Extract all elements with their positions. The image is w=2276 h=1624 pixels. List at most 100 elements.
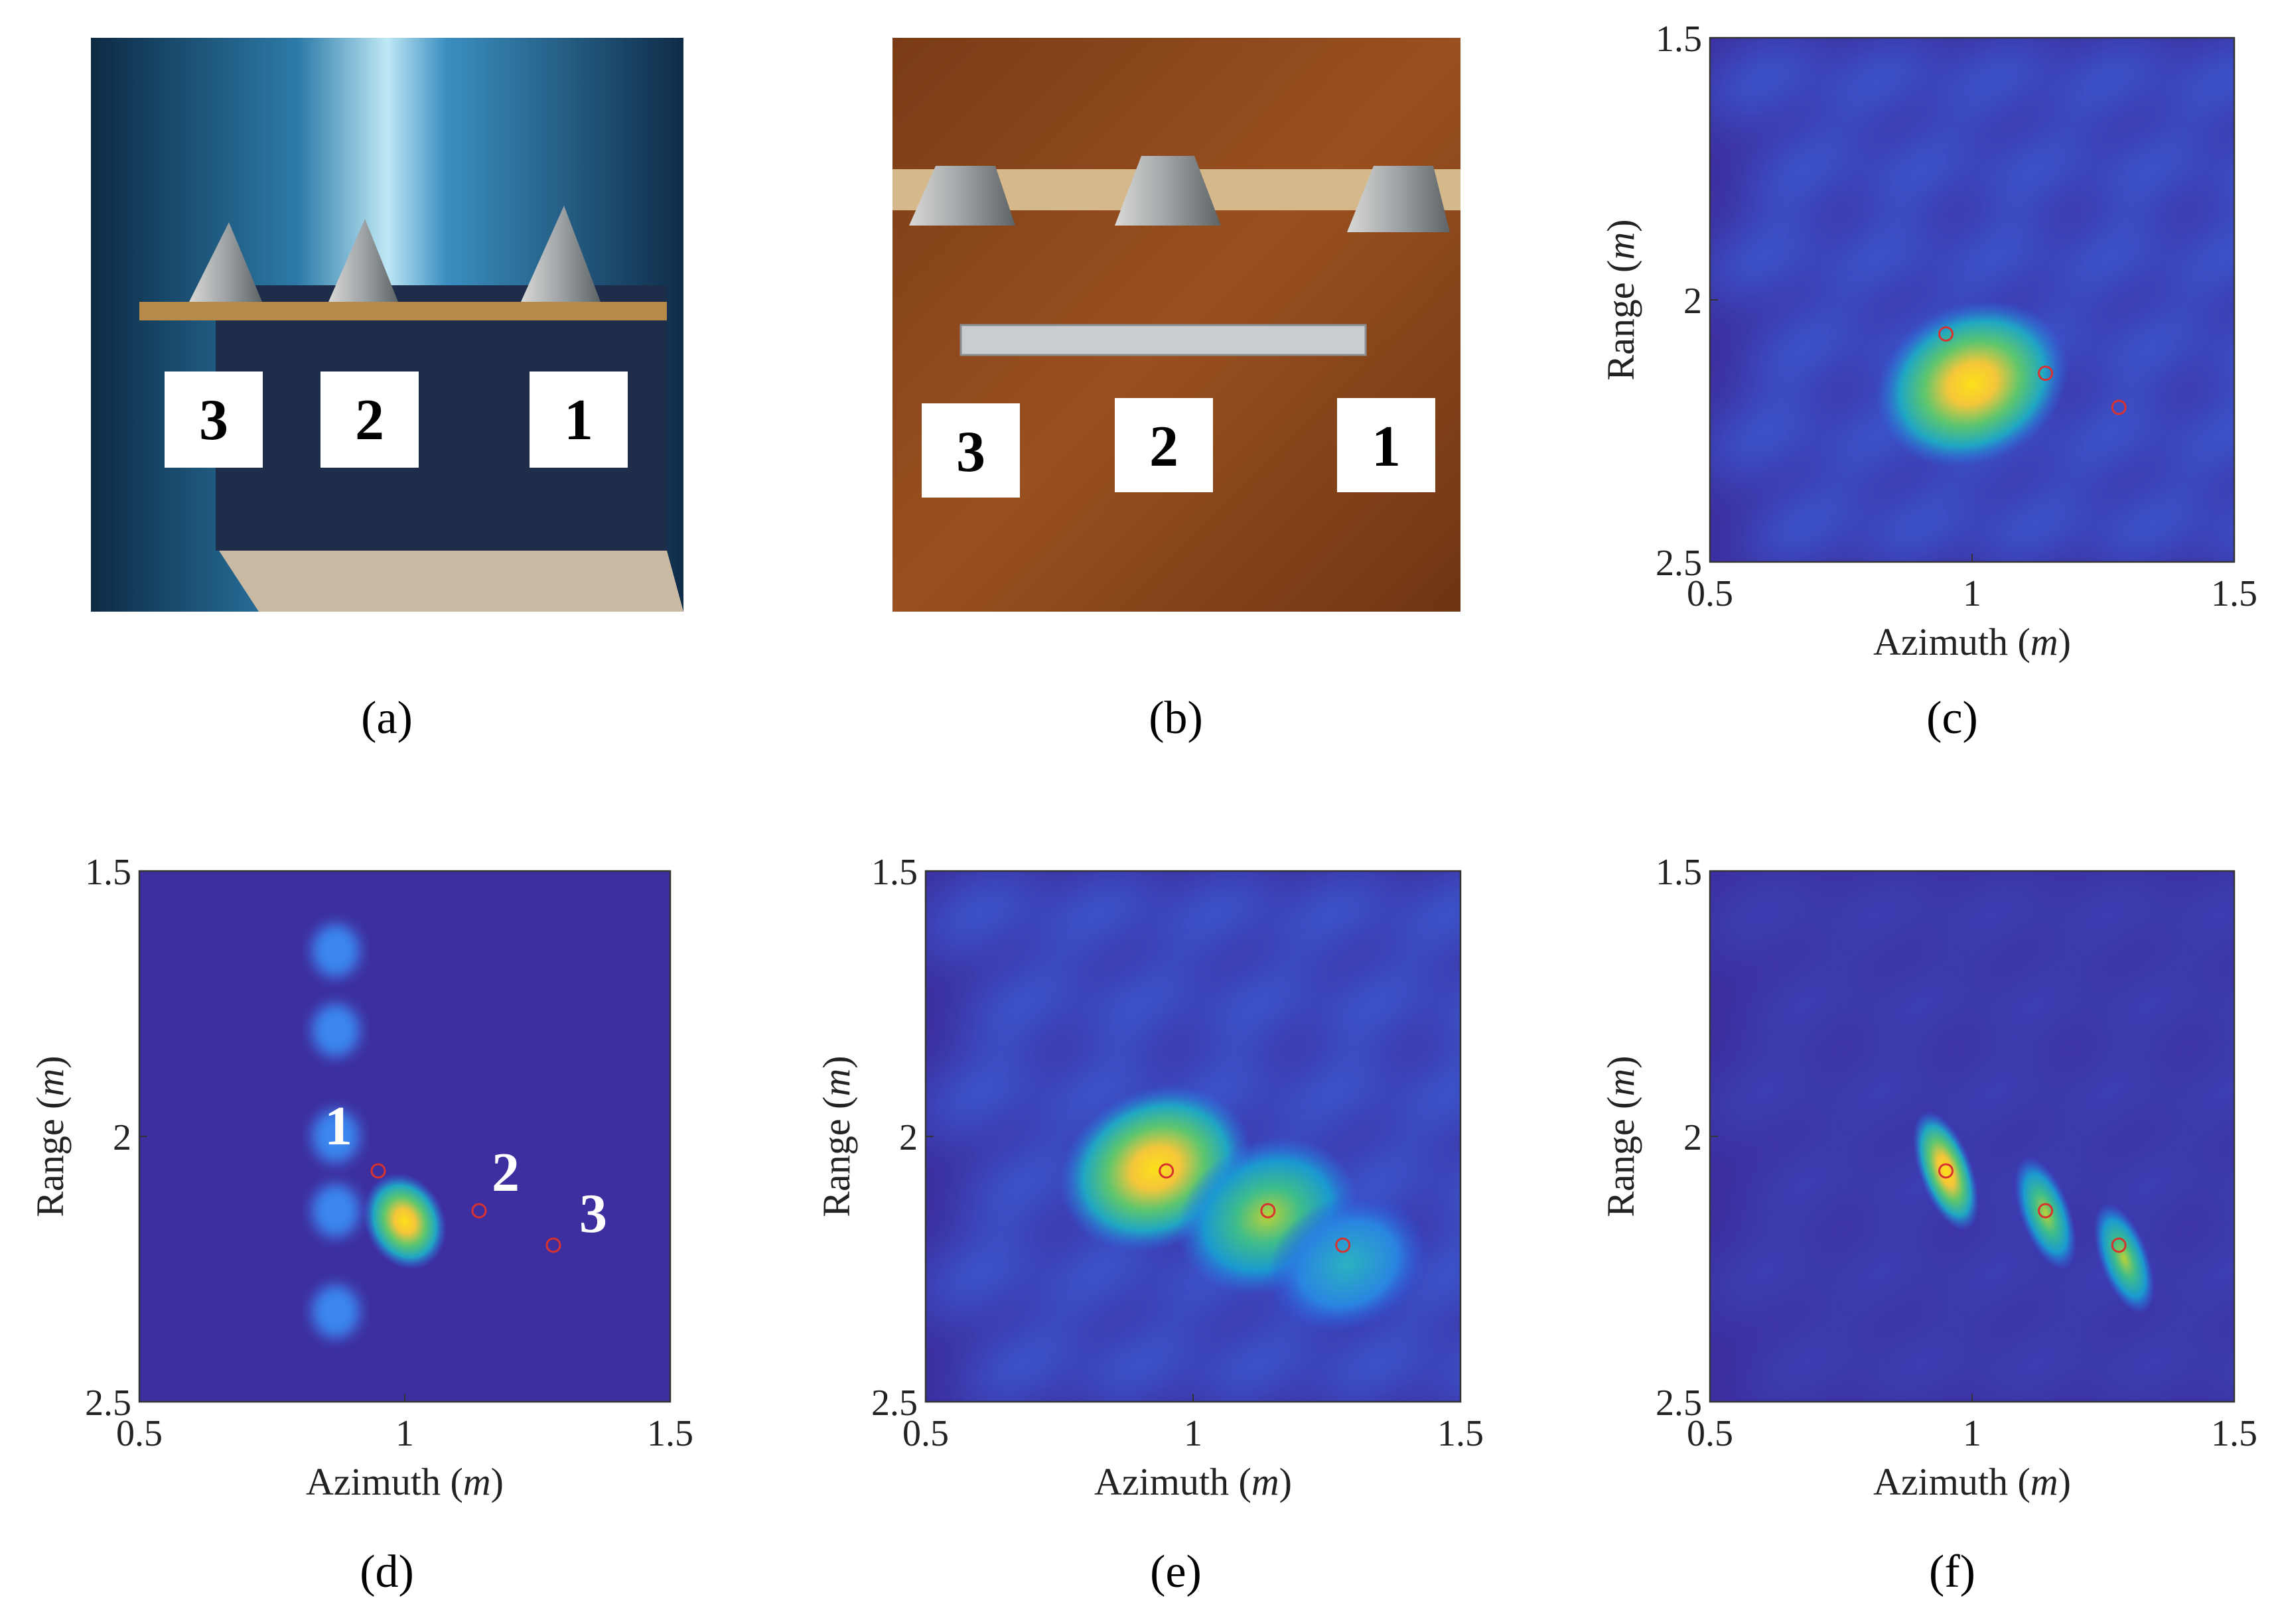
photo-b-label-3: 3 (956, 420, 985, 484)
sidelobe (1274, 1055, 1390, 1132)
y-axis-label: Range (m) (815, 1055, 858, 1217)
sidelobe (1081, 1326, 1198, 1402)
sidelobe (2093, 131, 2208, 207)
y-tick-label: 2 (1683, 281, 1702, 322)
sidelobe (2051, 1056, 2166, 1132)
sidelobe (963, 1326, 1080, 1402)
x-tick-label: 1.5 (2211, 1413, 2257, 1454)
sidelobe (1710, 398, 1819, 474)
target-marker-2 (2038, 1203, 2054, 1219)
x-tick-label: 0.5 (1687, 1413, 1733, 1454)
sidelobe-texture (312, 924, 360, 1338)
photo-a-label-box-1 (530, 372, 628, 468)
y-tick-label: 2.5 (871, 1383, 918, 1424)
photo-a-label-box-3 (165, 372, 263, 468)
target-marker-2 (1260, 1203, 1276, 1219)
x-axis-label: Azimuth (m) (1873, 620, 2071, 663)
sidelobe (1936, 1237, 2050, 1312)
target-marker-2 (471, 1203, 487, 1219)
sidelobe (2051, 398, 2166, 474)
heatmap-peak (1875, 300, 2069, 468)
heatmap-field (926, 871, 1460, 1402)
sidelobe (963, 965, 1080, 1042)
caption-d: (d) (360, 1546, 414, 1597)
heatmap-background (1710, 871, 2234, 1402)
sidelobe (2093, 1327, 2208, 1402)
sidelobe (1747, 1146, 1861, 1222)
x-tick-label: 1 (395, 1413, 414, 1454)
sidelobe (1978, 966, 2092, 1042)
x-tick-label: 1 (1963, 1413, 1981, 1454)
sidelobe (1936, 1056, 2050, 1132)
x-tick-label: 0.5 (1687, 573, 1733, 614)
sidelobe (312, 1285, 360, 1338)
photo-b-label-box-1 (1337, 398, 1435, 492)
target-marker-3 (2111, 1237, 2127, 1253)
sidelobe (1821, 1056, 1935, 1132)
y-axis-label: Range (m) (1599, 1055, 1642, 1217)
sidelobe (312, 924, 360, 977)
target-marker-1 (1938, 1163, 1954, 1179)
sidelobe (1038, 1055, 1155, 1132)
photo-horns-on-board: 3 2 1 (892, 38, 1460, 612)
target-marker-3 (2111, 399, 2127, 415)
sidelobe (1936, 42, 2050, 117)
sidelobe (1863, 488, 1977, 562)
target-label-3: 3 (579, 1183, 607, 1245)
sidelobe (2051, 220, 2166, 296)
sidelobe (1316, 965, 1433, 1042)
x-axis-label: Azimuth (m) (1873, 1460, 2071, 1503)
caption-b: (b) (1149, 693, 1203, 744)
target-marker-3 (545, 1237, 561, 1253)
x-tick-label: 1.5 (2211, 573, 2257, 614)
sidelobe (1199, 965, 1316, 1042)
sidelobe (1747, 131, 1861, 207)
sidelobe (2093, 488, 2208, 562)
photo-b-label-1: 1 (1372, 415, 1401, 479)
sidelobe (1199, 1326, 1316, 1402)
heatmap-peak (2094, 1203, 2155, 1314)
target-marker-1 (1159, 1163, 1174, 1179)
x-tick-label: 1 (1184, 1413, 1202, 1454)
sidelobe (926, 875, 1038, 952)
sidelobe (1863, 1327, 1977, 1402)
sidelobe (1821, 220, 1935, 296)
sidelobe (1978, 1327, 2092, 1402)
sidelobe (1391, 1236, 1460, 1313)
x-axis-label: Azimuth (m) (306, 1460, 504, 1503)
target-marker-2 (2038, 366, 2054, 381)
sidelobe (926, 1236, 1038, 1313)
heatmap-peak (2014, 1157, 2077, 1270)
sidelobe (2167, 1056, 2234, 1132)
sidelobe (1038, 1236, 1155, 1313)
sidelobe (1710, 876, 1819, 951)
sidelobe (1936, 876, 2050, 951)
x-tick-label: 1.5 (1437, 1413, 1484, 1454)
sidelobe (1038, 875, 1155, 952)
photo-a-label-3: 3 (199, 388, 228, 452)
sidelobe (312, 1110, 360, 1163)
sidelobe (963, 1146, 1080, 1223)
sidelobe (2093, 966, 2208, 1042)
heatmap-peak (363, 1173, 447, 1270)
sidelobe (1316, 1326, 1433, 1402)
sidelobe (1747, 1327, 1861, 1402)
y-tick-label: 2 (1683, 1117, 1702, 1158)
sidelobe (2093, 1146, 2208, 1222)
photo-a-label-1: 1 (564, 388, 593, 452)
target-label-1: 1 (324, 1095, 352, 1157)
heatmap-field (139, 871, 670, 1402)
heatmap-background (139, 871, 670, 1402)
heatmap-peak (1912, 1111, 1979, 1231)
sidelobe (1710, 220, 1819, 296)
sidelobe (1978, 488, 2092, 562)
x-tick-label: 0.5 (902, 1413, 949, 1454)
sidelobe (1274, 875, 1390, 952)
target-label-2: 2 (492, 1142, 520, 1203)
heatmap-field (1710, 871, 2234, 1402)
sidelobe (1710, 42, 1819, 117)
sidelobe (1710, 1056, 1819, 1132)
